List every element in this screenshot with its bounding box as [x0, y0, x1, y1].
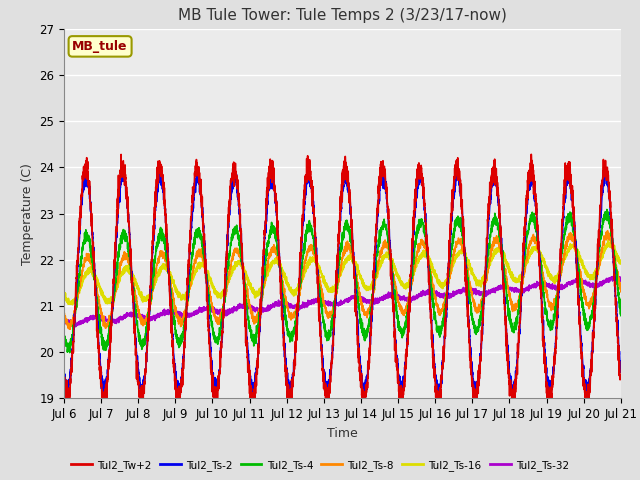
Legend: Tul2_Tw+2, Tul2_Ts-2, Tul2_Ts-4, Tul2_Ts-8, Tul2_Ts-16, Tul2_Ts-32: Tul2_Tw+2, Tul2_Ts-2, Tul2_Ts-4, Tul2_Ts… [67, 456, 573, 475]
Title: MB Tule Tower: Tule Temps 2 (3/23/17-now): MB Tule Tower: Tule Temps 2 (3/23/17-now… [178, 9, 507, 24]
Y-axis label: Temperature (C): Temperature (C) [20, 163, 34, 264]
X-axis label: Time: Time [327, 427, 358, 440]
Text: MB_tule: MB_tule [72, 40, 128, 53]
